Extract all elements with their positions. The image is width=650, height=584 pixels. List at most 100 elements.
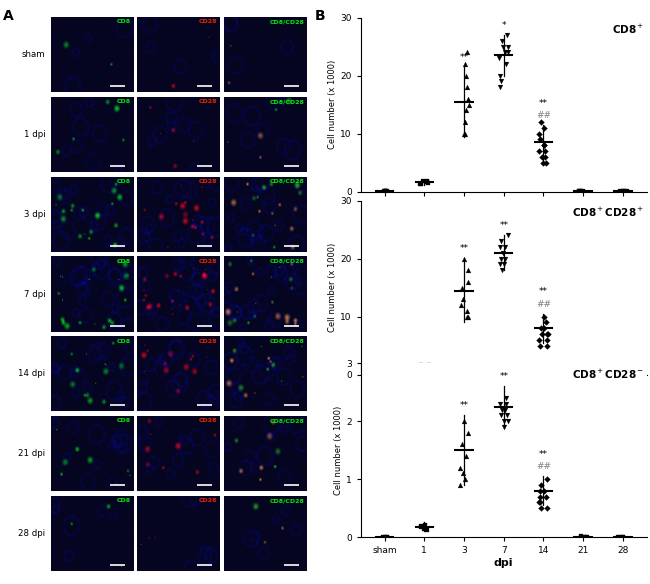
Text: CD28: CD28 [199, 498, 218, 503]
Text: CD8/CD28: CD8/CD28 [270, 418, 304, 423]
Point [382, 370, 393, 379]
Point [538, 324, 549, 333]
Point [380, 187, 391, 196]
Text: **: ** [460, 401, 469, 410]
Point [499, 260, 509, 269]
Point [540, 147, 550, 156]
Text: CD8: CD8 [117, 418, 131, 423]
Point [577, 370, 587, 379]
Point [542, 329, 552, 339]
Point [543, 329, 553, 339]
Point [384, 370, 394, 379]
Point [539, 312, 549, 321]
Point [497, 405, 507, 414]
Point [377, 370, 387, 379]
Point [573, 369, 584, 378]
Point [577, 370, 588, 379]
Point [621, 370, 631, 379]
Point [502, 416, 513, 426]
Point [501, 411, 512, 420]
Point [460, 129, 470, 138]
Point [462, 82, 473, 92]
Point [459, 254, 469, 263]
X-axis label: dpi: dpi [494, 558, 514, 568]
Text: A: A [3, 9, 14, 23]
Point [540, 486, 550, 495]
Point [502, 48, 513, 57]
Text: CD8: CD8 [117, 179, 131, 184]
Point [460, 117, 471, 127]
Point [534, 498, 545, 507]
Point [541, 318, 551, 327]
Point [536, 117, 546, 127]
Text: ##: ## [536, 300, 551, 308]
Text: sham: sham [22, 50, 46, 59]
Point [380, 187, 390, 196]
Point [424, 361, 434, 370]
Point [538, 158, 549, 168]
Point [457, 283, 467, 293]
Text: **: ** [539, 450, 548, 459]
Point [456, 440, 467, 449]
Point [495, 242, 505, 252]
Point [495, 399, 506, 408]
Point [497, 36, 507, 46]
Point [536, 480, 547, 489]
Point [578, 187, 588, 196]
Point [382, 187, 392, 196]
Point [575, 186, 586, 195]
Text: *: * [502, 20, 506, 30]
Text: CD28: CD28 [199, 339, 218, 343]
Text: **: ** [539, 287, 548, 296]
Point [456, 300, 466, 310]
Point [380, 533, 390, 542]
Point [497, 248, 508, 258]
Text: CD28: CD28 [199, 418, 218, 423]
Point [618, 533, 628, 542]
Point [619, 186, 629, 196]
Text: CD8/CD28: CD8/CD28 [270, 259, 304, 264]
Point [463, 266, 474, 275]
Point [382, 370, 393, 379]
Point [501, 393, 512, 402]
Text: 1 dpi: 1 dpi [24, 130, 46, 139]
Text: **: ** [460, 244, 469, 253]
Point [574, 186, 584, 196]
Point [574, 186, 584, 196]
Point [613, 370, 623, 379]
Point [536, 324, 546, 333]
Point [422, 177, 432, 186]
Point [499, 416, 509, 426]
Point [461, 71, 471, 80]
Point [461, 106, 471, 115]
Point [503, 231, 514, 240]
Text: **: ** [499, 372, 508, 381]
Point [461, 451, 471, 461]
Point [534, 135, 545, 144]
Text: CD8$^+$: CD8$^+$ [612, 23, 644, 36]
Text: CD8: CD8 [117, 259, 131, 264]
Text: CD28: CD28 [199, 99, 218, 104]
Point [379, 186, 389, 196]
Text: CD8/CD28: CD8/CD28 [270, 99, 304, 104]
Point [460, 475, 470, 484]
Point [382, 533, 393, 542]
Point [500, 254, 510, 263]
Point [576, 532, 586, 541]
Point [419, 524, 429, 533]
Point [454, 480, 465, 489]
Point [615, 533, 625, 542]
Text: CD8/CD28: CD8/CD28 [270, 498, 304, 503]
Point [501, 60, 512, 69]
Point [495, 77, 506, 86]
Text: **: ** [539, 99, 548, 107]
Point [542, 341, 552, 350]
Point [495, 71, 505, 80]
Point [422, 526, 433, 535]
Point [462, 306, 473, 315]
Point [380, 187, 390, 196]
Y-axis label: Cell number (x 1000): Cell number (x 1000) [328, 60, 337, 150]
Point [618, 370, 628, 379]
Point [615, 187, 625, 196]
Point [415, 179, 426, 188]
